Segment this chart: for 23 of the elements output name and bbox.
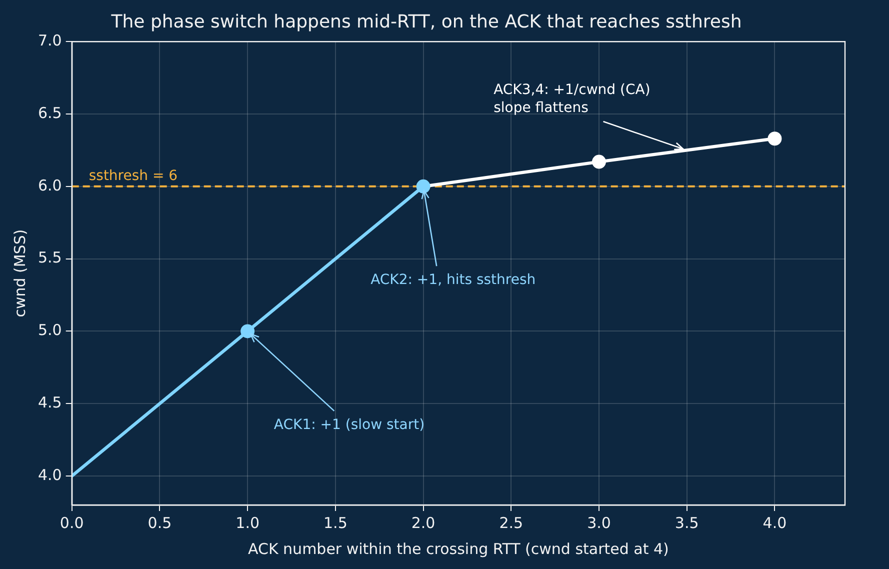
x-tick-label: 2.5 [499, 514, 524, 532]
y-tick-label: 6.5 [38, 104, 62, 122]
x-tick-label: 0.0 [60, 514, 84, 532]
x-tick-label: 1.5 [323, 514, 348, 532]
y-tick-label: 7.0 [38, 31, 62, 50]
x-tick-label: 2.0 [411, 514, 436, 532]
x-axis-title: ACK number within the crossing RTT (cwnd started at 4) [248, 540, 669, 558]
y-axis-title: cwnd (MSS) [10, 229, 29, 318]
x-tick-label: 4.0 [762, 514, 787, 532]
y-tick-label: 6.0 [38, 176, 62, 194]
x-tick-label: 3.5 [674, 514, 699, 532]
x-tick-label: 0.5 [148, 514, 172, 532]
ref-line-label: ssthresh = 6 [88, 168, 178, 184]
y-tick-label: 4.0 [38, 466, 62, 484]
y-tick-label: 5.5 [38, 248, 62, 267]
x-tick-label: 3.0 [587, 514, 611, 532]
y-tick-label: 5.0 [38, 321, 62, 340]
annotation: ACK1: +1 (slow start) [274, 416, 425, 433]
annotation: ACK3,4: +1/cwnd (CA) slope flattens [494, 82, 650, 116]
chart-title: The phase switch happens mid-RTT, on the ACK that reaches ssthresh [110, 11, 742, 32]
annotation: ACK2: +1, hits ssthresh [370, 272, 536, 288]
x-tick-label: 1.0 [236, 514, 260, 532]
y-tick-label: 4.5 [38, 394, 62, 412]
